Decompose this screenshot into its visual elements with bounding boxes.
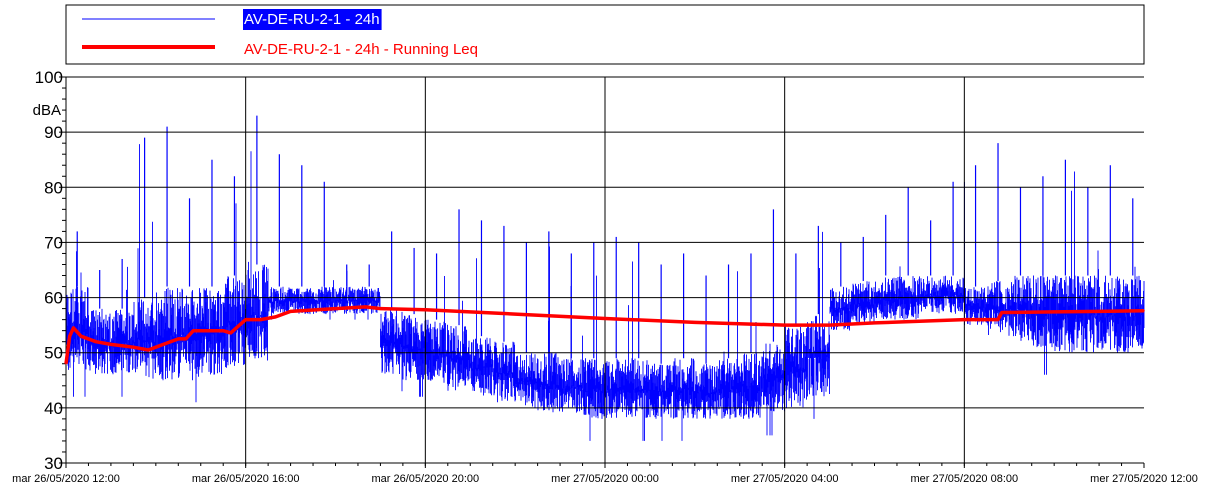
y-tick-label: 40 [44, 399, 63, 418]
running-leq-point [192, 329, 195, 332]
y-axis-label: dBA [33, 102, 61, 119]
running-leq-point [424, 308, 427, 311]
y-tick-label: 30 [44, 454, 63, 473]
running-leq-point [364, 306, 367, 308]
running-leq-point [783, 324, 786, 326]
y-tick-label: 100 [35, 68, 63, 87]
y-tick-label: 90 [44, 123, 63, 142]
y-tick-label: 80 [44, 178, 63, 197]
y-tick-label: 60 [44, 289, 63, 308]
y-tick-label: 50 [44, 344, 63, 363]
running-leq-point [514, 313, 516, 315]
running-leq-point [334, 307, 337, 310]
x-tick-label: mar 26/05/2020 16:00 [192, 473, 300, 485]
y-tick-label: 70 [44, 233, 63, 252]
running-leq-point [1053, 311, 1055, 313]
running-leq-point [177, 338, 180, 340]
x-tick-label: mer 27/05/2020 04:00 [731, 473, 839, 485]
running-leq-point [147, 349, 150, 351]
running-leq-point [1098, 310, 1100, 313]
running-leq-point [604, 317, 606, 320]
running-leq-point [963, 318, 966, 321]
running-leq-point [162, 343, 165, 346]
running-leq-point [222, 329, 225, 332]
x-tick-label: mar 26/05/2020 20:00 [372, 473, 480, 485]
running-leq-point [244, 318, 247, 321]
x-tick-label: mer 27/05/2020 00:00 [551, 473, 659, 485]
x-tick-label: mer 27/05/2020 12:00 [1090, 473, 1198, 485]
running-leq-point [68, 335, 71, 337]
running-leq-point [918, 320, 921, 323]
running-leq-point [110, 343, 112, 346]
running-leq-point [997, 318, 999, 321]
running-leq-point [274, 316, 277, 318]
running-leq-point [184, 338, 187, 340]
running-leq-point [694, 321, 696, 324]
legend: AV-DE-RU-2-1 - 24h AV-DE-RU-2-1 - 24h - … [65, 4, 1145, 65]
running-leq-point [1000, 311, 1003, 314]
legend-box [65, 4, 1145, 65]
running-leq-point [155, 346, 157, 349]
running-leq-point [259, 318, 262, 321]
running-leq-point [72, 327, 75, 329]
series-running-leq-line [64, 305, 1145, 364]
running-leq-point [289, 310, 292, 313]
running-leq-point [379, 307, 382, 310]
plot-area: 30 40 50 60 70 80 90 100 dBA mar 26/05/2020 12:00… [12, 68, 1198, 485]
running-leq-point [95, 340, 97, 343]
running-leq-point [828, 324, 831, 326]
legend-label-highlight [243, 9, 382, 30]
running-leq-point [1143, 310, 1145, 312]
running-leq-point [229, 332, 232, 334]
running-leq-point [132, 346, 135, 349]
running-leq-point [873, 322, 876, 324]
running-leq-point [80, 335, 82, 337]
legend-label-running-leq: AV-DE-RU-2-1 - 24h - Running Leq [244, 41, 478, 58]
legend-label-raw-level: AV-DE-RU-2-1 - 24h [244, 11, 380, 28]
x-tick-label: mar 26/05/2020 12:00 [12, 473, 120, 485]
x-tick-label: mer 27/05/2020 08:00 [911, 473, 1019, 485]
running-leq-point [65, 362, 67, 365]
